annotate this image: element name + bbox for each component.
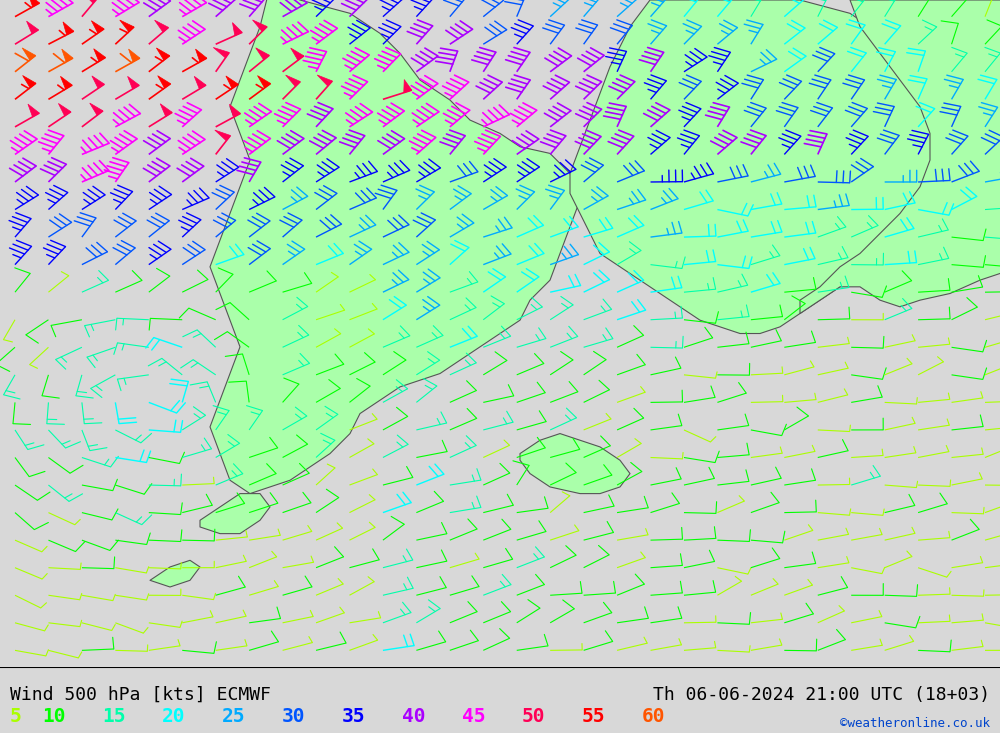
Polygon shape [27, 21, 38, 34]
Polygon shape [155, 21, 168, 32]
Polygon shape [291, 48, 304, 60]
Text: 55: 55 [582, 707, 606, 726]
Polygon shape [28, 0, 40, 7]
Polygon shape [286, 75, 300, 86]
Polygon shape [22, 48, 36, 60]
Polygon shape [404, 80, 412, 92]
Text: Th 06-06-2024 21:00 UTC (18+03): Th 06-06-2024 21:00 UTC (18+03) [653, 685, 990, 704]
Polygon shape [194, 76, 206, 89]
Text: ©weatheronline.co.uk: ©weatheronline.co.uk [840, 717, 990, 730]
Polygon shape [23, 75, 36, 88]
Polygon shape [120, 20, 134, 32]
Text: 5: 5 [10, 707, 22, 726]
Polygon shape [92, 76, 104, 89]
Polygon shape [256, 48, 269, 60]
Polygon shape [128, 76, 139, 89]
Text: Wind 500 hPa [kts] ECMWF: Wind 500 hPa [kts] ECMWF [10, 685, 271, 704]
Text: 30: 30 [282, 707, 306, 726]
Polygon shape [82, 0, 98, 3]
Polygon shape [58, 103, 71, 116]
Polygon shape [196, 49, 207, 62]
Polygon shape [156, 48, 170, 60]
Polygon shape [60, 76, 72, 89]
Text: 35: 35 [342, 707, 366, 726]
Polygon shape [229, 104, 241, 117]
Polygon shape [317, 75, 332, 86]
Text: 15: 15 [102, 707, 126, 726]
Polygon shape [253, 20, 267, 32]
Polygon shape [258, 75, 271, 88]
Polygon shape [62, 49, 73, 62]
Polygon shape [91, 21, 104, 33]
Polygon shape [215, 130, 230, 141]
Polygon shape [213, 48, 229, 58]
Text: 40: 40 [402, 707, 426, 726]
Text: 10: 10 [42, 707, 66, 726]
Polygon shape [28, 104, 39, 117]
Text: 25: 25 [222, 707, 246, 726]
Polygon shape [160, 104, 172, 117]
Polygon shape [226, 76, 238, 89]
Polygon shape [90, 103, 103, 115]
Text: 45: 45 [462, 707, 486, 726]
Text: 60: 60 [642, 707, 666, 726]
Polygon shape [63, 22, 74, 34]
Polygon shape [232, 23, 242, 36]
Text: 50: 50 [522, 707, 546, 726]
Polygon shape [94, 48, 106, 62]
Polygon shape [158, 75, 171, 88]
Polygon shape [129, 49, 140, 62]
Text: 20: 20 [162, 707, 186, 726]
